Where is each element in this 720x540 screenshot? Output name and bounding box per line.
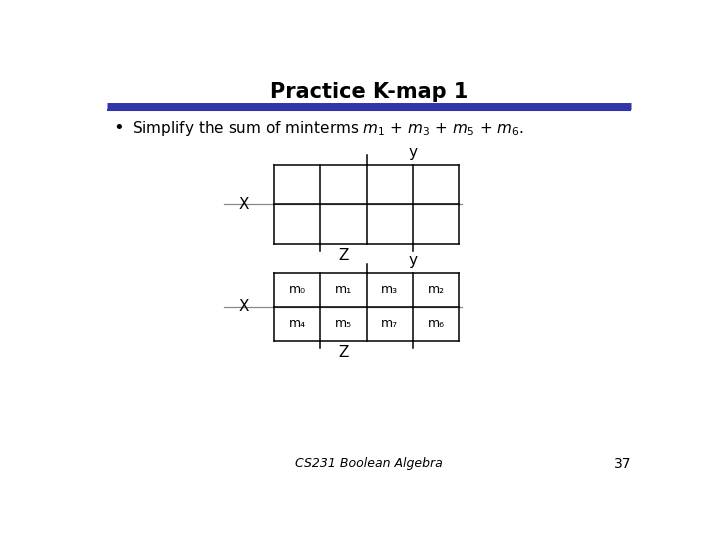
Text: •: • xyxy=(114,119,125,137)
Text: m₇: m₇ xyxy=(382,318,398,330)
Text: Z: Z xyxy=(338,248,348,263)
Text: X: X xyxy=(238,299,248,314)
Text: m₂: m₂ xyxy=(428,284,445,296)
Text: m₀: m₀ xyxy=(289,284,306,296)
Text: m₄: m₄ xyxy=(289,318,306,330)
Text: m₅: m₅ xyxy=(335,318,352,330)
Text: Simplify the sum of minterms $m_1$ + $m_3$ + $m_5$ + $m_6$.: Simplify the sum of minterms $m_1$ + $m_… xyxy=(132,118,524,138)
Text: CS231 Boolean Algebra: CS231 Boolean Algebra xyxy=(295,457,443,470)
Text: m₃: m₃ xyxy=(382,284,398,296)
Text: m₁: m₁ xyxy=(335,284,352,296)
Text: y: y xyxy=(408,145,418,160)
Text: 37: 37 xyxy=(614,457,631,471)
Text: X: X xyxy=(238,197,248,212)
Text: y: y xyxy=(408,253,418,268)
Text: m₆: m₆ xyxy=(428,318,445,330)
Text: Z: Z xyxy=(338,345,348,360)
Text: Practice K-map 1: Practice K-map 1 xyxy=(270,82,468,102)
